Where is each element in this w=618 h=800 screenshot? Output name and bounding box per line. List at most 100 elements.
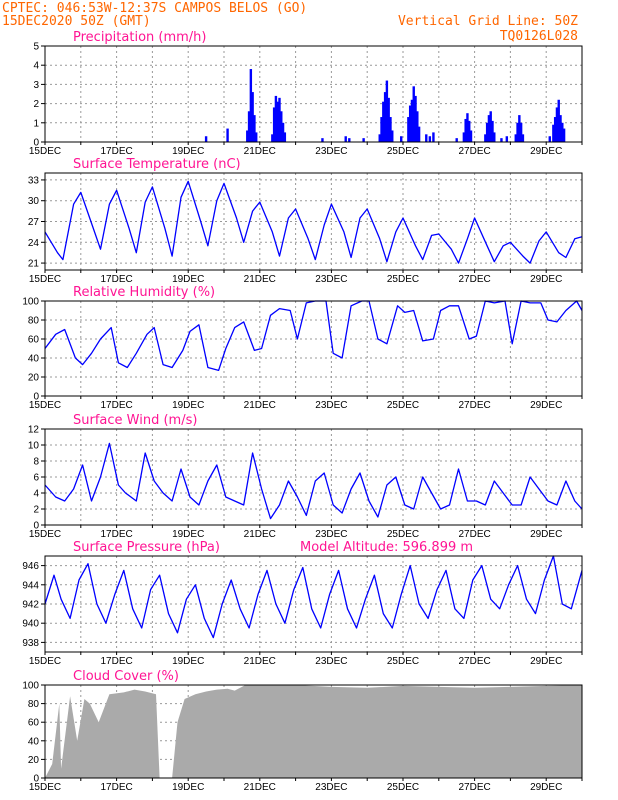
precip-bar: [348, 138, 351, 142]
precip-bar: [272, 107, 276, 142]
precip-bar: [505, 136, 509, 142]
x-date-label: 19DEC: [172, 274, 204, 285]
precip-bar: [255, 132, 258, 142]
precip-bar: [489, 111, 492, 142]
x-date-label: 23DEC: [315, 274, 347, 285]
precip-bar: [425, 134, 428, 142]
precip-bar: [391, 130, 394, 142]
precip-bar: [253, 115, 256, 142]
precip-bar: [344, 136, 347, 142]
precip-bar: [283, 132, 287, 142]
precip-bar: [414, 95, 417, 142]
precip-bar: [271, 134, 274, 142]
precip-bar: [400, 136, 403, 142]
y-tick-label: 946: [22, 561, 39, 572]
y-tick-label: 4: [33, 489, 39, 500]
precip-bar: [407, 117, 410, 142]
precip-bar: [380, 117, 383, 142]
precip-bar: [519, 122, 523, 142]
x-date-label: 15DEC: [29, 400, 61, 411]
precip-bar: [518, 115, 521, 142]
precip-bar: [249, 69, 253, 142]
x-date-label: 29DEC: [530, 400, 562, 411]
x-date-label: 23DEC: [315, 146, 347, 157]
precip-bar: [226, 128, 229, 142]
y-tick-label: 40: [28, 354, 40, 365]
y-tick-label: 40: [28, 736, 40, 747]
precip-bar: [408, 105, 412, 142]
precip-bar: [516, 122, 519, 142]
panel-title: Surface Pressure (hPa): [73, 540, 220, 555]
x-date-label: 21DEC: [244, 656, 276, 667]
precip-bar: [416, 111, 419, 142]
y-tick-label: 2: [33, 505, 39, 516]
panel-wind: 0 2 4 6 8 10 12 15DEC 17DEC 19DEC 21DEC 23DEC 25DEC 2…: [28, 413, 583, 540]
panel-title: Surface Temperature (nC): [73, 157, 241, 172]
precip-bar: [493, 132, 496, 142]
precip-bar: [432, 132, 435, 142]
y-tick-label: 27: [28, 217, 40, 228]
precip-bar: [417, 126, 421, 142]
y-tick-label: 60: [28, 335, 40, 346]
y-tick-label: 942: [22, 600, 39, 611]
x-date-label: 19DEC: [172, 782, 204, 793]
precip-bar: [389, 117, 392, 142]
y-tick-label: 60: [28, 718, 40, 729]
rh-line: [44, 300, 583, 372]
y-tick-label: 80: [28, 316, 40, 327]
y-tick-label: 938: [22, 638, 39, 649]
x-date-label: 25DEC: [387, 656, 419, 667]
y-tick-label: 30: [28, 196, 40, 207]
x-date-label: 17DEC: [100, 146, 132, 157]
x-date-label: 15DEC: [29, 782, 61, 793]
precip-bar: [466, 113, 469, 142]
x-date-label: 25DEC: [387, 274, 419, 285]
x-date-label: 27DEC: [458, 146, 490, 157]
precip-bar: [410, 99, 414, 142]
y-tick-label: 1: [33, 118, 39, 129]
x-date-label: 15DEC: [29, 274, 61, 285]
panel-rh: 0 20 40 60 80 100 15DEC 17DEC 19DEC 21DEC 23DEC 25D…: [22, 285, 583, 411]
precip-bar: [204, 136, 208, 142]
x-date-label: 27DEC: [458, 529, 490, 540]
y-tick-label: 3: [33, 80, 39, 91]
station-header: CPTEC: 046:53W-12:37S CAMPOS BELOS (GO): [2, 1, 307, 16]
x-date-label: 23DEC: [315, 656, 347, 667]
x-date-label: 21DEC: [244, 529, 276, 540]
panel-cloud: 0 20 40 60 80 100 15DEC 17DEC 19DEC 21DEC 23DEC 25D…: [22, 669, 583, 793]
x-date-label: 21DEC: [244, 782, 276, 793]
y-tick-label: 0: [33, 392, 39, 403]
precip-bar: [468, 120, 471, 142]
x-date-label: 29DEC: [530, 656, 562, 667]
wind-line: [44, 442, 583, 520]
y-tick-label: 100: [22, 297, 39, 308]
panel-frame: [44, 300, 583, 397]
precip-bar: [500, 138, 503, 142]
x-date-label: 19DEC: [172, 529, 204, 540]
x-date-label: 27DEC: [458, 782, 490, 793]
x-date-label: 23DEC: [315, 529, 347, 540]
cloud-area: [45, 685, 582, 778]
precip-bar: [274, 95, 278, 142]
precip-bar: [559, 115, 562, 142]
x-date-label: 25DEC: [387, 146, 419, 157]
x-date-label: 25DEC: [387, 529, 419, 540]
x-date-label: 17DEC: [100, 400, 132, 411]
x-date-label: 23DEC: [315, 782, 347, 793]
grid-note: Vertical Grid Line: 50Z: [398, 14, 578, 29]
precip-bar: [514, 134, 517, 142]
panel-title: Cloud Cover (%): [73, 669, 179, 684]
panel-frame: [44, 45, 583, 143]
precip-bar: [521, 134, 525, 142]
panel-temp: 21 24 27 30 33 15DEC 17DEC 19DEC 21DEC 23DEC 25DEC…: [28, 157, 583, 285]
panel-title: Precipitation (mm/h): [73, 30, 206, 45]
precip-bar: [281, 122, 285, 142]
y-tick-label: 2: [33, 99, 39, 110]
precip-bar: [455, 138, 458, 142]
y-tick-label: 33: [28, 175, 40, 186]
precip-bar: [378, 134, 381, 142]
press-line: [44, 555, 583, 639]
precip-bar: [552, 124, 555, 142]
x-date-label: 29DEC: [530, 274, 562, 285]
panel-title: Relative Humidity (%): [73, 285, 215, 300]
